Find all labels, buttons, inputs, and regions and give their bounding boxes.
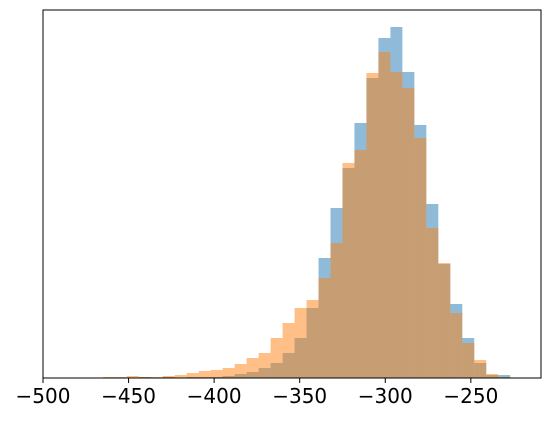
- bar: [438, 263, 451, 378]
- bar: [354, 150, 367, 378]
- bar: [402, 88, 415, 378]
- bar: [294, 308, 307, 378]
- bar: [474, 360, 487, 378]
- bar: [342, 163, 355, 378]
- bar: [462, 343, 475, 378]
- bar: [390, 72, 403, 378]
- bar: [414, 138, 427, 378]
- bar: [186, 373, 199, 378]
- bar: [198, 371, 211, 378]
- bar: [426, 228, 439, 378]
- bars: [102, 27, 511, 378]
- plot-frame: [42, 9, 542, 379]
- bar: [162, 376, 175, 378]
- x-tick-label: −300: [358, 384, 413, 408]
- bar: [330, 243, 343, 378]
- x-tick-label: −450: [101, 384, 156, 408]
- bar: [306, 300, 319, 378]
- x-tick-label: −250: [443, 384, 498, 408]
- x-tick-label: −400: [187, 384, 242, 408]
- bar: [366, 73, 379, 378]
- bar: [318, 278, 331, 378]
- bar: [246, 358, 259, 378]
- bar: [234, 364, 247, 378]
- bar: [222, 368, 235, 378]
- bar: [270, 338, 283, 378]
- bar: [282, 323, 295, 378]
- x-tick-label: −350: [272, 384, 327, 408]
- bar: [498, 375, 511, 378]
- bar: [210, 370, 223, 378]
- bar: [378, 52, 391, 378]
- x-tick-label: −500: [16, 384, 71, 408]
- bar: [486, 374, 499, 378]
- bar: [174, 375, 187, 378]
- bar: [258, 353, 271, 378]
- bar: [450, 313, 463, 378]
- bar: [126, 376, 139, 378]
